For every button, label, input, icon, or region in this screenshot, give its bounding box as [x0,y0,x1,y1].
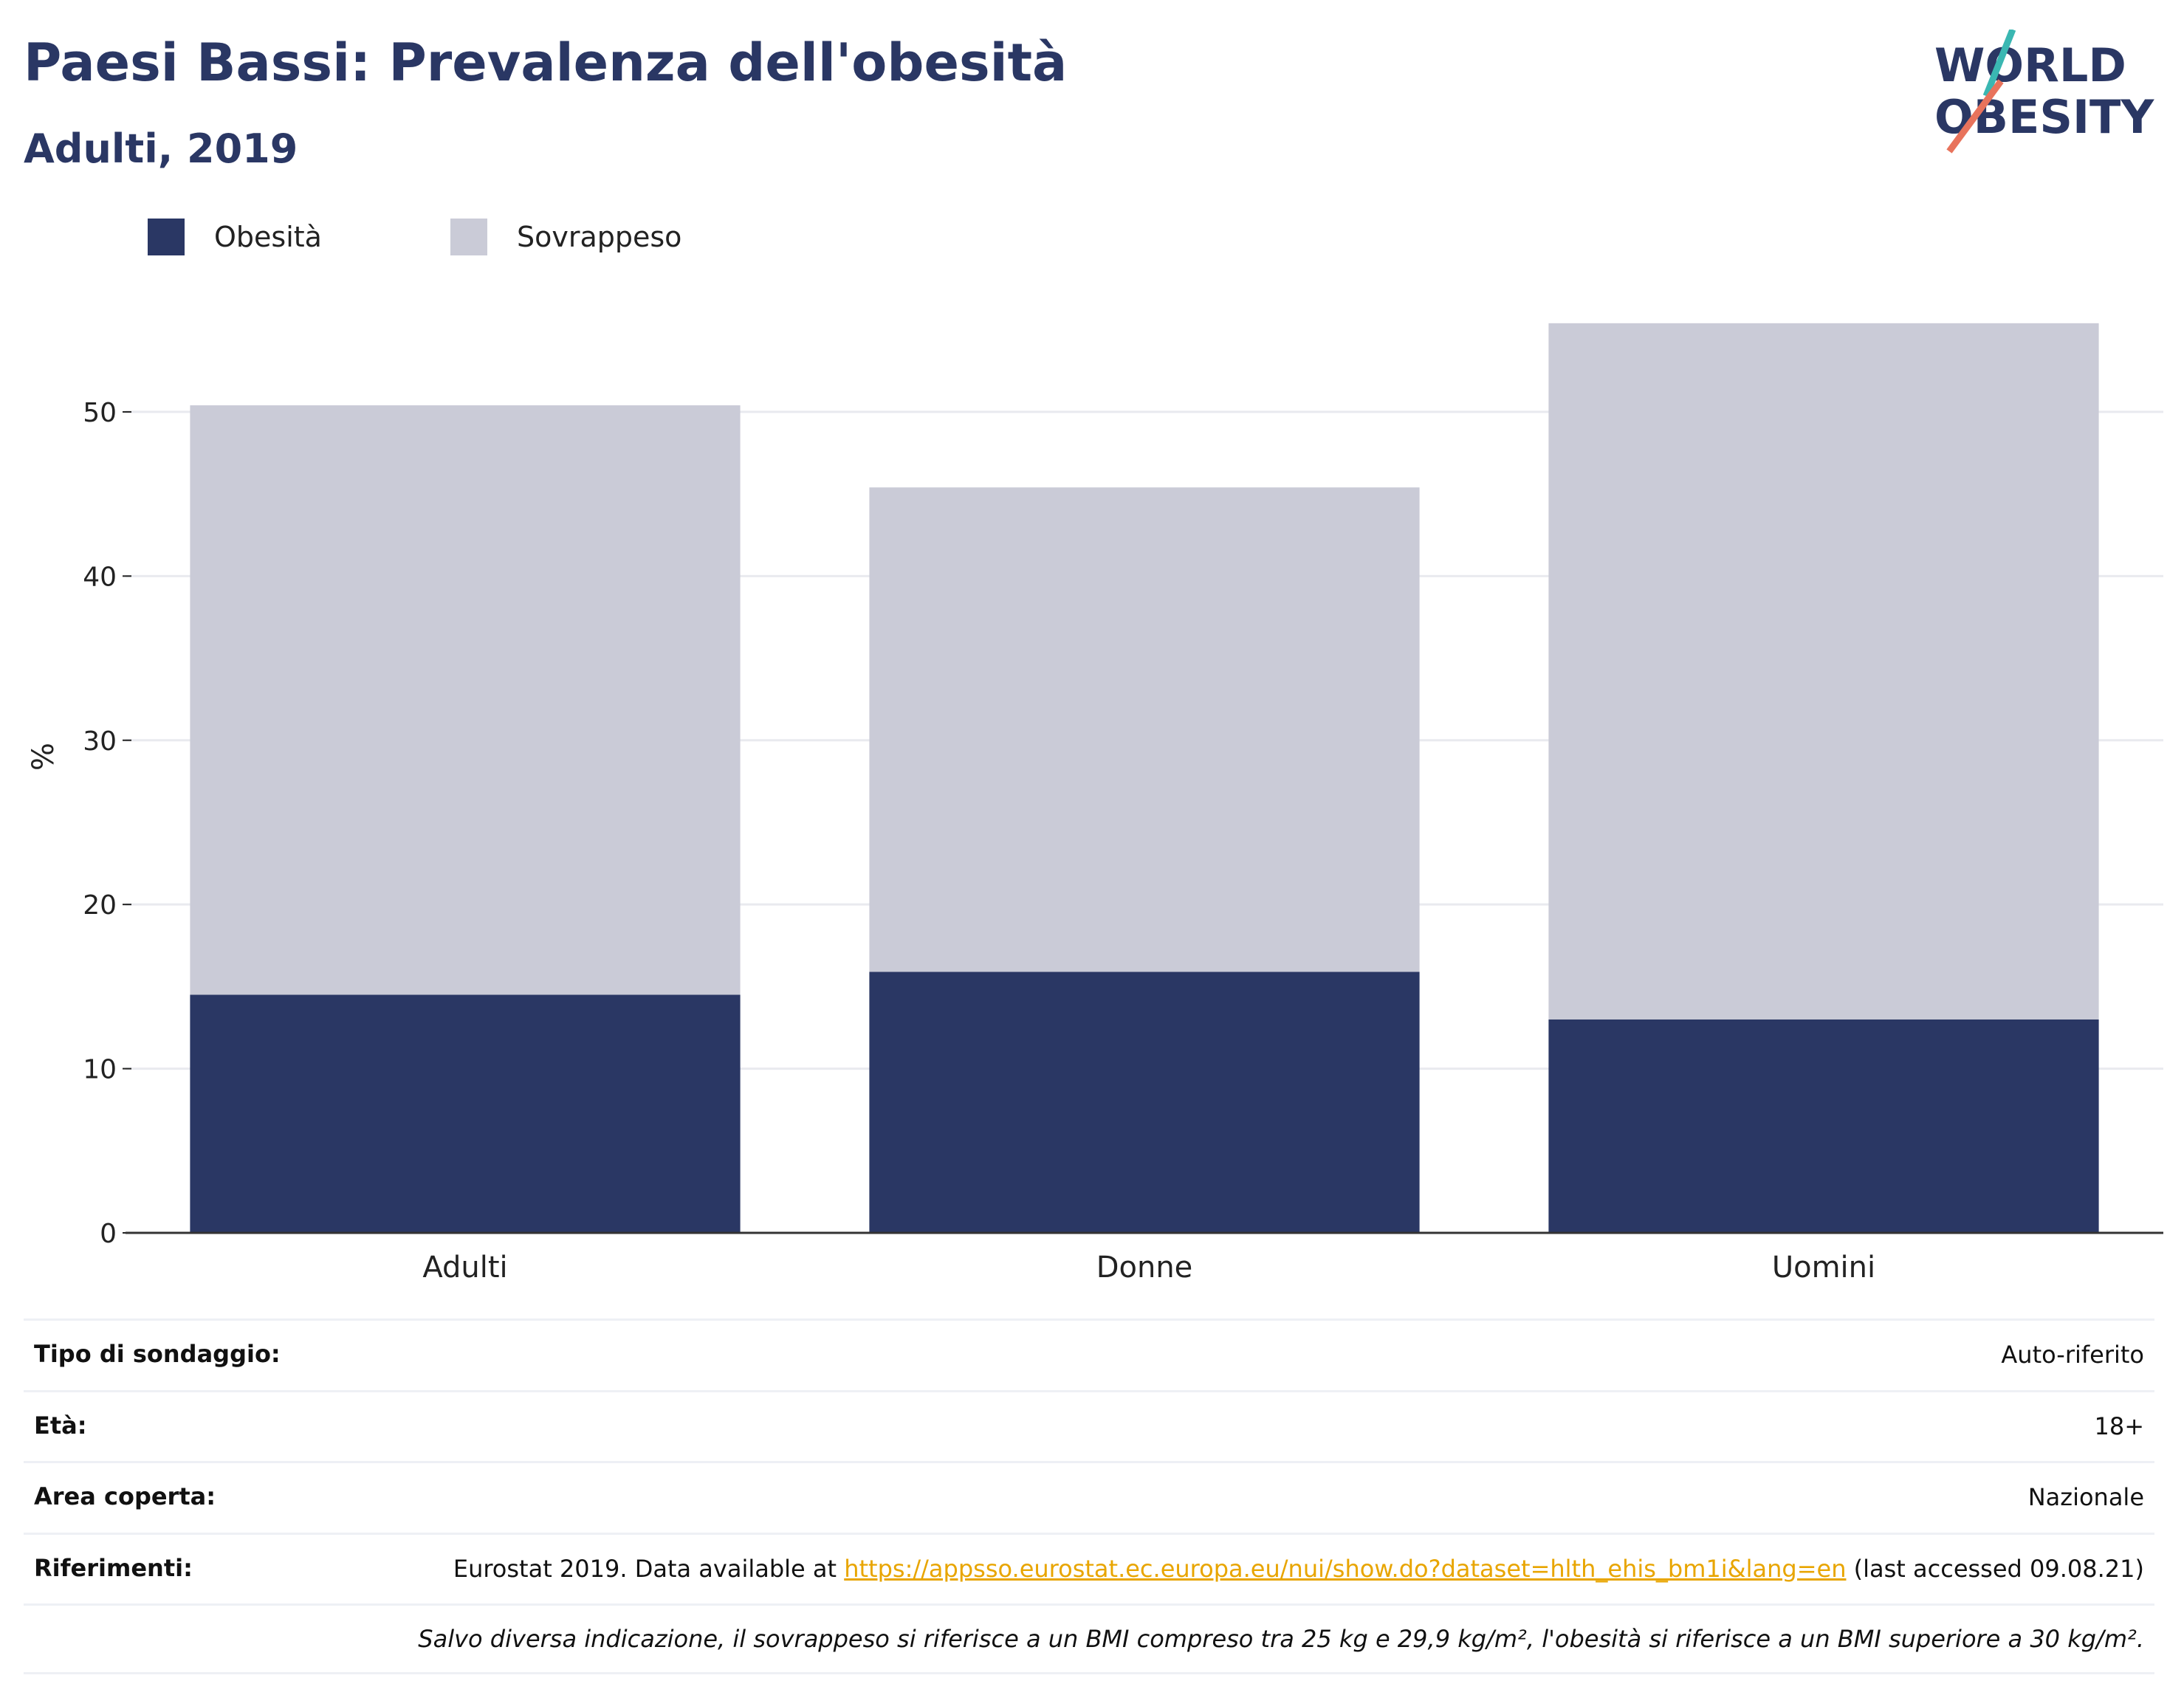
info-key: Riferimenti: [34,1553,193,1582]
legend-item-obesity[interactable]: Obesità [148,219,322,255]
info-key: Età: [34,1411,87,1440]
bar-overweight [190,405,741,995]
bar-obesity [1548,1019,2099,1233]
info-value: 18+ [2094,1412,2144,1440]
logo-slash-coral [1946,79,2004,154]
legend-swatch-obesity [148,219,185,255]
info-value: Nazionale [2027,1483,2144,1512]
bar-overweight [1548,323,2099,1020]
y-tick-label: 40 [83,562,117,592]
legend-item-overweight[interactable]: Sovrappeso [450,219,681,255]
legend-label-overweight: Sovrappeso [517,221,682,253]
bar-overweight [869,487,1420,972]
legend-label-obesity: Obesità [214,221,322,253]
references-suffix: (last accessed 09.08.21) [1846,1554,2144,1583]
y-tick-label: 20 [83,890,117,921]
logo-line2: OBESITY [1934,90,2154,144]
references-value: Eurostat 2019. Data available at https:/… [453,1554,2144,1585]
chart-subtitle: Adulti, 2019 [24,126,298,172]
chart-title: Paesi Bassi: Prevalenza dell'obesità [24,32,1068,93]
y-tick-label: 0 [100,1219,117,1249]
y-tick-label: 30 [83,726,117,757]
bar-chart: 0 10 20 30 40 50% Adulti Donne Uomini [27,323,2163,1285]
info-key: Area coperta: [34,1482,216,1511]
logo-slash-teal [1982,30,2016,97]
info-row-age: Età: 18+ [24,1389,2154,1462]
x-tick-label: Uomini [1772,1251,1875,1285]
info-row-survey: Tipo di sondaggio: Auto-riferito [24,1318,2154,1390]
logo-line1: WORLD [1934,38,2126,92]
references-prefix: Eurostat 2019. Data available at [453,1554,845,1583]
legend-swatch-overweight [450,219,487,255]
x-tick-label: Donne [1096,1251,1193,1285]
y-tick-label: 10 [83,1055,117,1085]
bar-obesity [190,994,741,1233]
y-tick-label: 50 [83,398,117,428]
bar-obesity [869,972,1420,1233]
y-axis-label: % [27,743,61,771]
x-tick-label: Adulti [422,1251,507,1285]
info-row-references: Riferimenti: Eurostat 2019. Data availab… [24,1532,2154,1604]
info-row-area: Area coperta: Nazionale [24,1461,2154,1533]
references-link[interactable]: https://appsso.eurostat.ec.europa.eu/nui… [844,1554,1847,1583]
info-value: Auto-riferito [2001,1341,2144,1369]
info-table: Tipo di sondaggio: Auto-riferito Età: 18… [24,1318,2154,1675]
info-key: Tipo di sondaggio: [34,1340,281,1368]
world-obesity-logo: WORLD OBESITY [1934,30,2154,154]
definition-note: Salvo diversa indicazione, il sovrappeso… [24,1603,2154,1675]
